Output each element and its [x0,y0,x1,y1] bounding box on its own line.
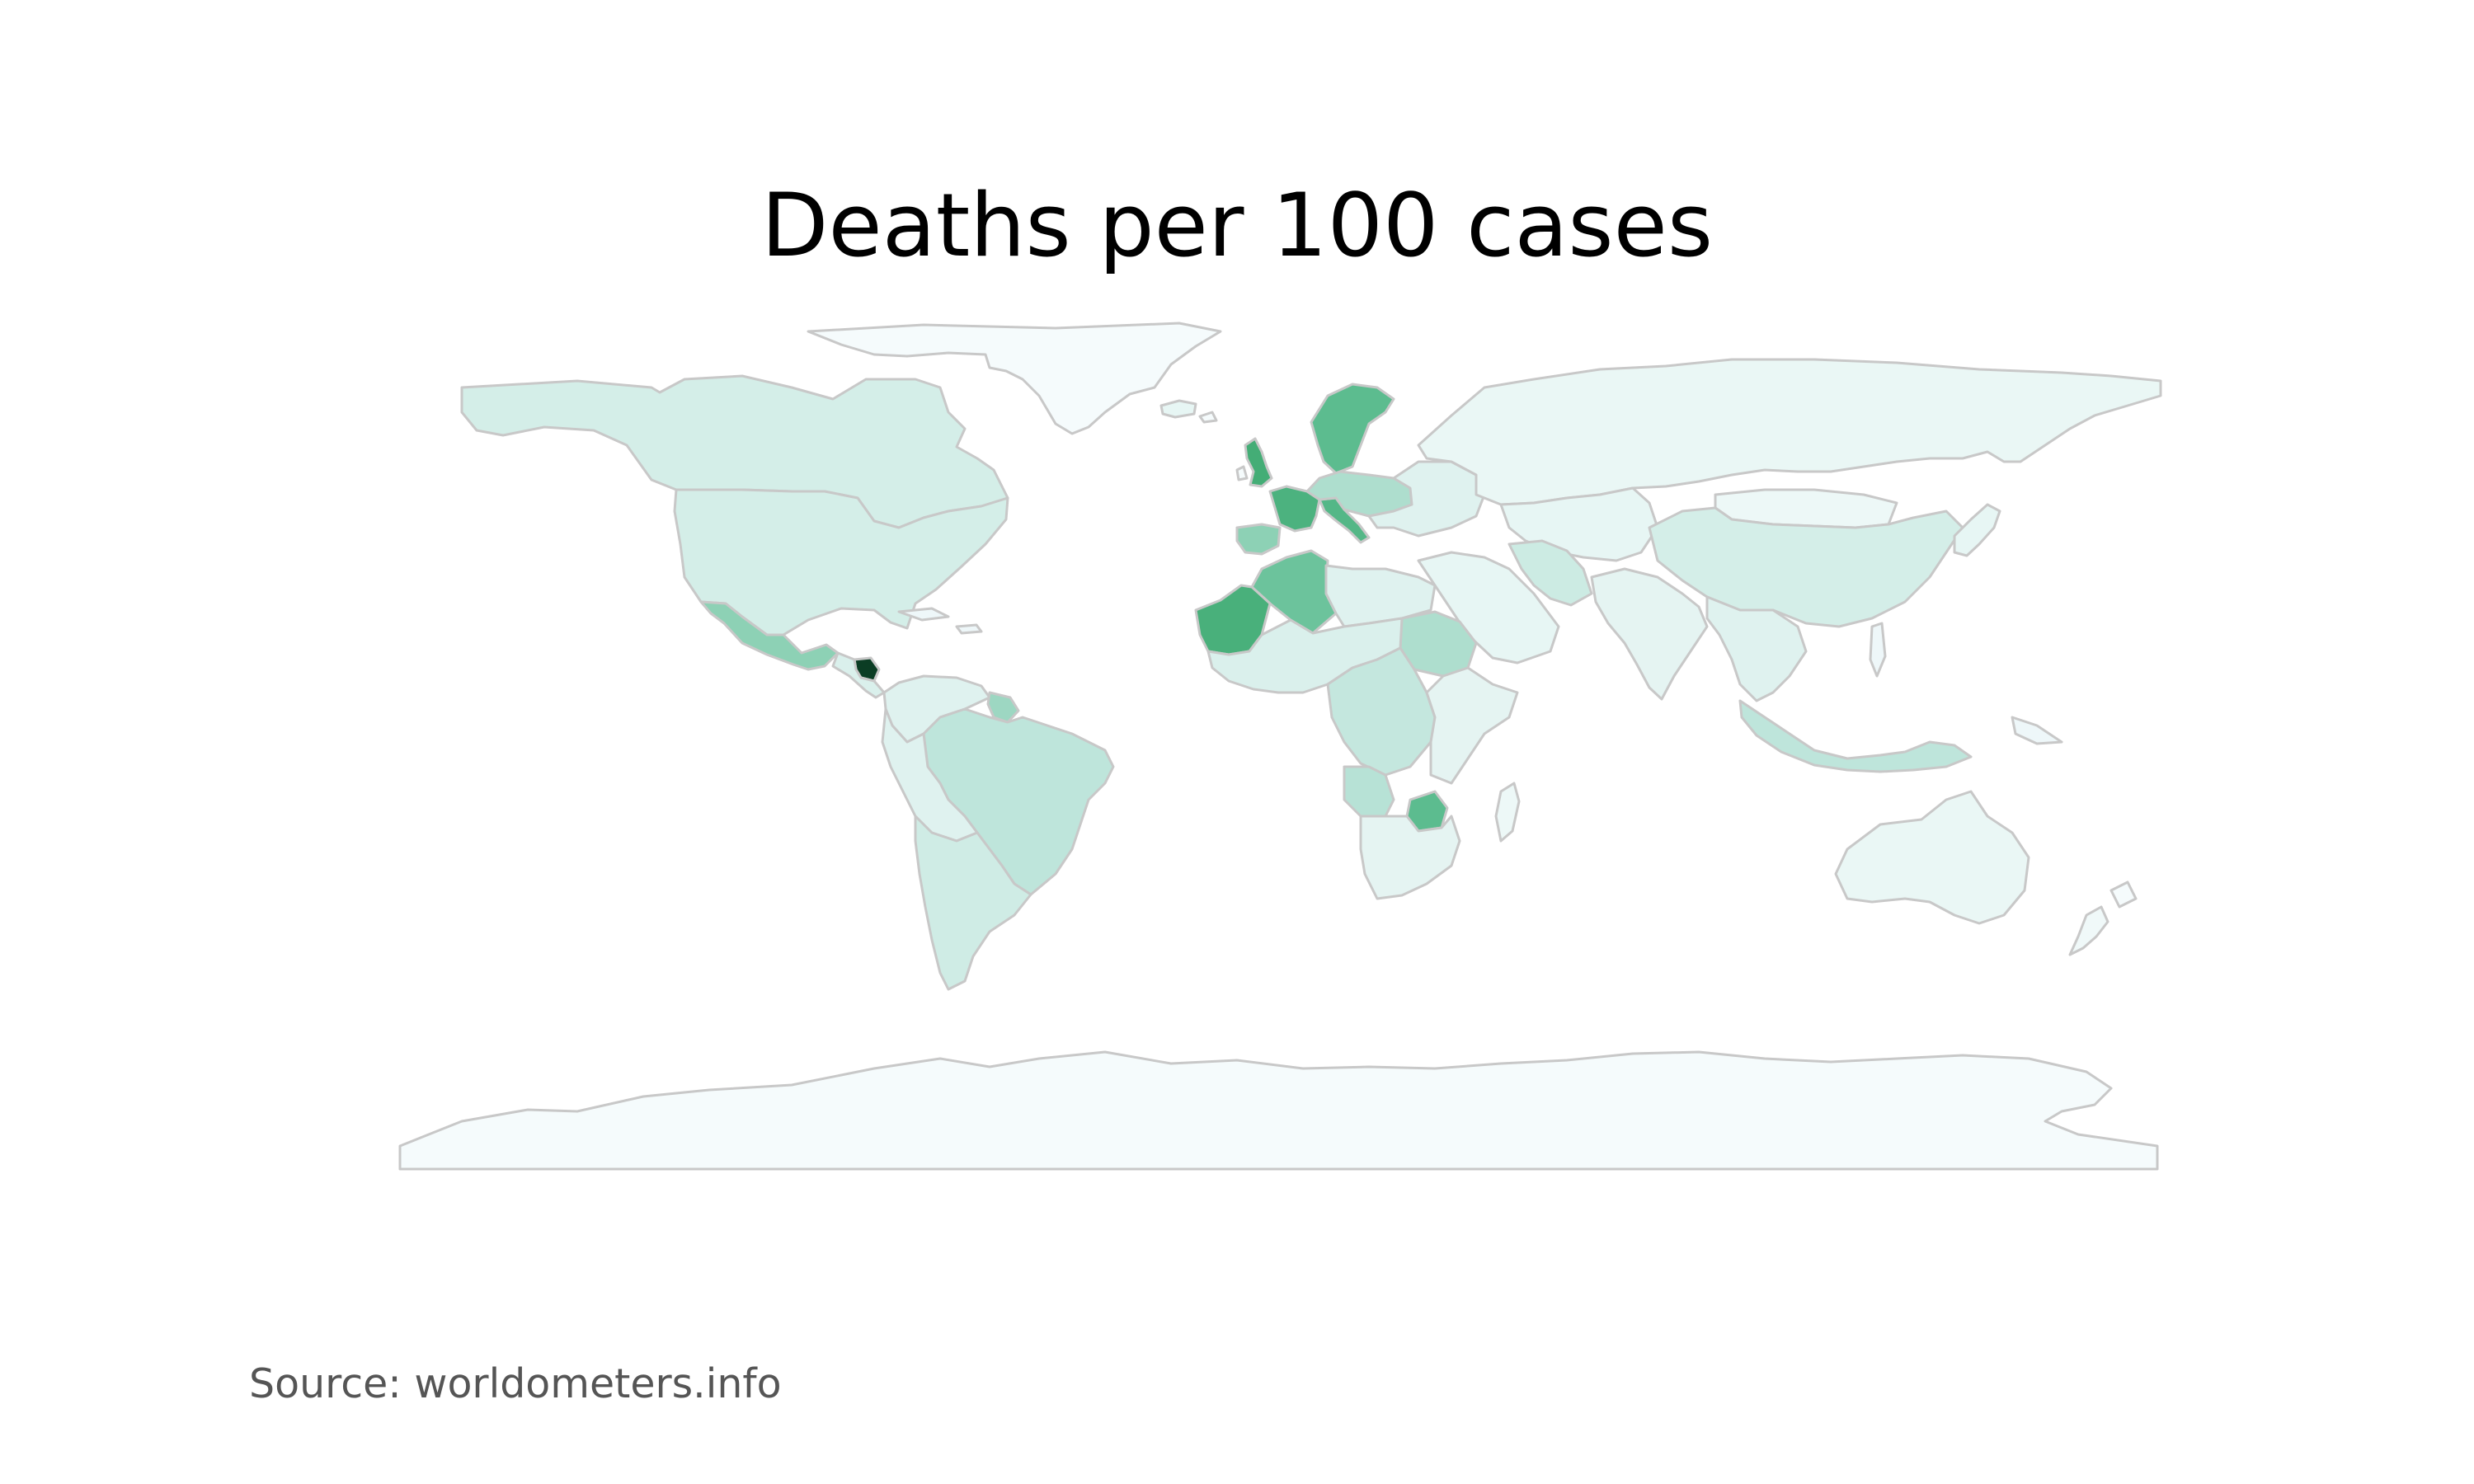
region-new-zealand [2068,905,2109,956]
region-france [1268,485,1321,533]
region-peru-bolivia [881,707,979,843]
region-japan [1953,503,2001,557]
island-shape [2011,716,2063,745]
map-regions [398,322,2162,1171]
island-shape [1198,411,1218,424]
region-madagascar [1494,782,1521,843]
region-middle-east [1417,551,1560,665]
source-note: Source: worldometers.info [249,1360,782,1407]
map-title: Deaths per 100 cases [760,175,1714,276]
island-shape [897,607,950,622]
region-iran [1507,539,1593,607]
island-shape [1869,622,1887,678]
region-australia [1834,790,2030,925]
region-southeast-asia [1705,595,1808,702]
region-india [1590,567,1709,701]
region-united-kingdom [1244,437,1273,488]
region-antarctica [398,1050,2159,1171]
region-greenland [807,322,1222,435]
minor-islands [897,411,2138,909]
island-shape [2109,881,2138,909]
region-russia [1417,358,2162,506]
region-spain [1235,523,1282,556]
island-shape [1235,465,1249,481]
island-shape [955,623,983,635]
region-east-africa [1425,666,1519,785]
region-scandinavia [1310,383,1395,475]
region-angola [1343,765,1395,818]
region-southern-africa [1359,815,1461,900]
region-indonesia [1738,699,1973,773]
region-iceland [1159,399,1197,419]
region-southern-cone [914,815,1032,991]
